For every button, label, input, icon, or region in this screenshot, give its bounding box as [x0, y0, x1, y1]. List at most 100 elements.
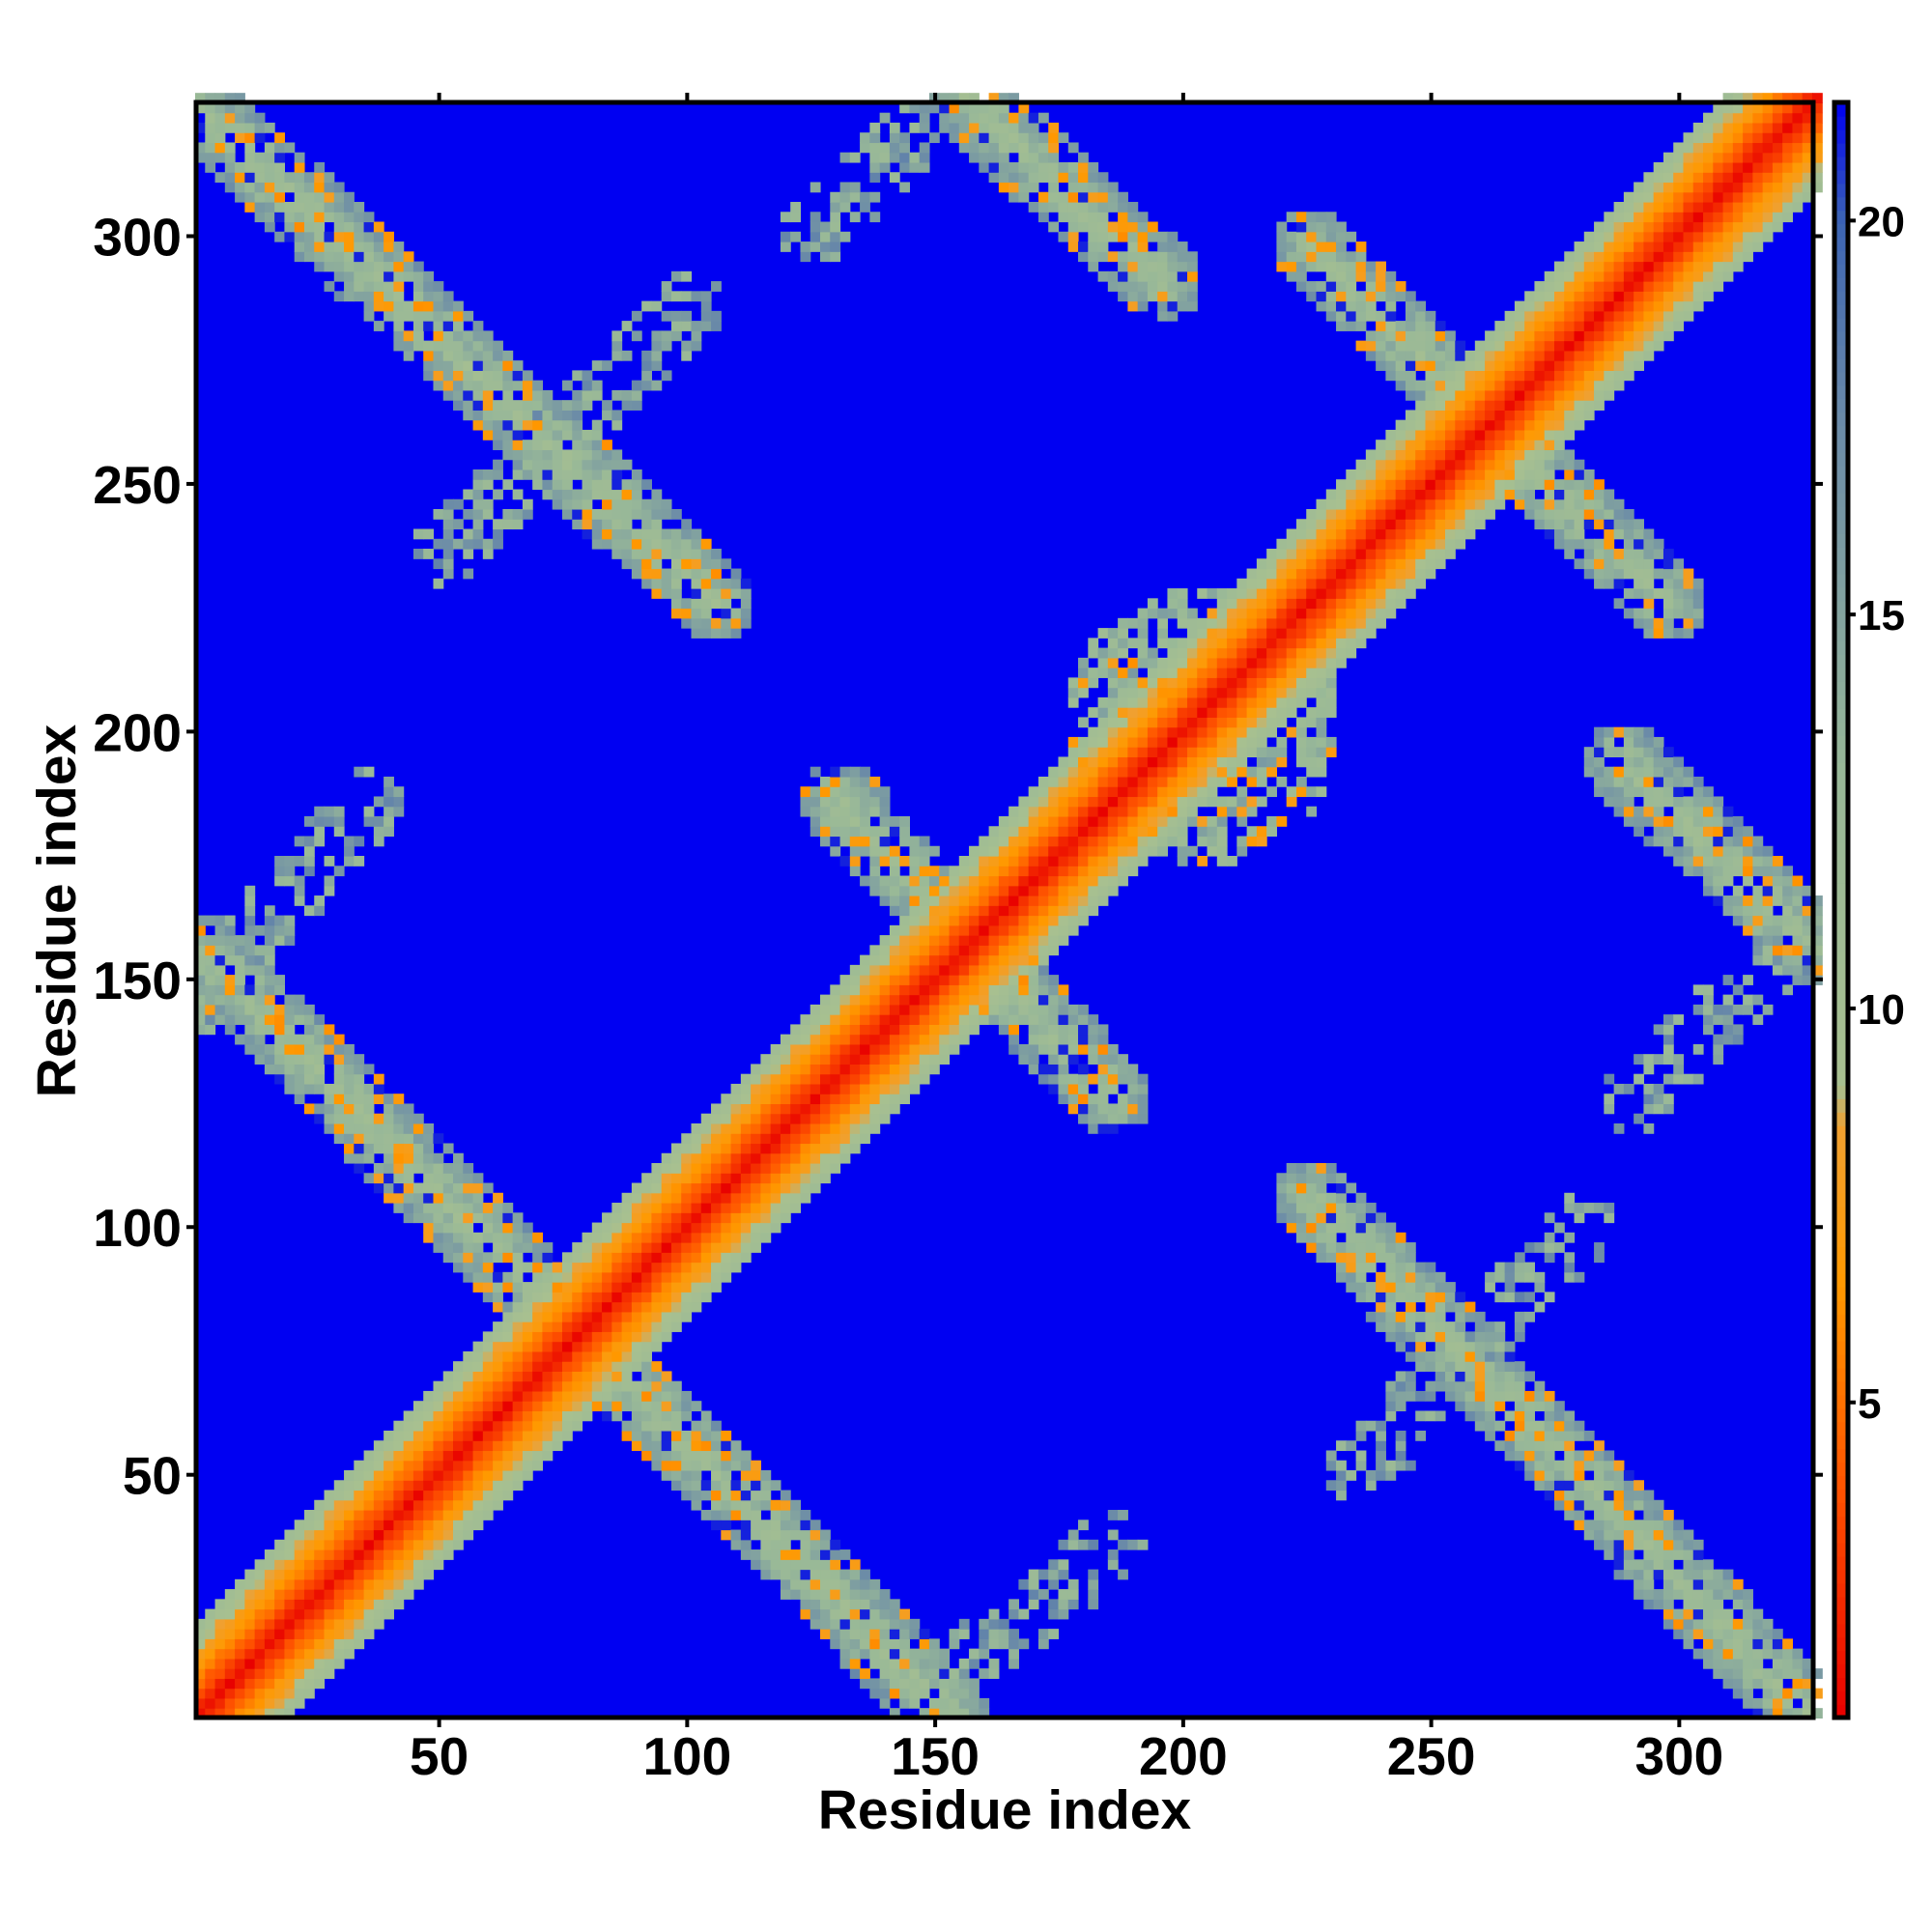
heatmap-cell: [264, 1629, 275, 1639]
heatmap-cell: [512, 1252, 524, 1264]
heatmap-cell: [522, 508, 533, 520]
heatmap-cell: [412, 1192, 424, 1204]
heatmap-cell: [760, 1094, 772, 1105]
heatmap-cell: [800, 1578, 811, 1590]
heatmap-cell: [1216, 657, 1228, 668]
heatmap-cell: [730, 617, 742, 629]
heatmap-cell: [1236, 588, 1248, 599]
heatmap-cell: [532, 1282, 544, 1293]
heatmap-cell: [572, 1350, 583, 1362]
heatmap-cell: [1058, 786, 1069, 798]
heatmap-cell: [1107, 845, 1119, 857]
heatmap-cell: [621, 489, 633, 500]
heatmap-cell: [1018, 994, 1030, 1006]
heatmap-cell: [532, 449, 544, 461]
heatmap-cell: [1355, 1282, 1367, 1293]
heatmap-cell: [621, 1212, 633, 1224]
heatmap-cell: [1186, 668, 1198, 678]
heatmap-cell: [631, 389, 642, 401]
heatmap-cell: [1186, 756, 1198, 768]
heatmap-cell: [869, 1034, 881, 1045]
heatmap-cell: [1336, 528, 1347, 540]
heatmap-cell: [1336, 310, 1347, 322]
heatmap-cell: [1316, 242, 1327, 252]
heatmap-cell: [423, 1222, 435, 1234]
heatmap-cell: [631, 1440, 642, 1452]
heatmap-cell: [949, 935, 960, 946]
heatmap-cell: [969, 845, 980, 857]
heatmap-cell: [1306, 528, 1318, 540]
heatmap-cell: [1435, 549, 1446, 559]
heatmap-cell: [1256, 707, 1267, 718]
heatmap-cell: [512, 1390, 524, 1402]
heatmap-cell: [899, 1697, 911, 1709]
heatmap-cell: [849, 866, 861, 877]
heatmap-cell: [1197, 776, 1208, 787]
heatmap-cell: [651, 558, 663, 570]
heatmap-cell: [1028, 984, 1039, 996]
heatmap-cell: [780, 1539, 791, 1550]
heatmap-cell: [1088, 638, 1099, 649]
heatmap-cell: [532, 419, 544, 431]
heatmap-cell: [384, 786, 394, 798]
heatmap-cell: [800, 1103, 811, 1115]
heatmap-cell: [1186, 291, 1198, 302]
heatmap-cell: [403, 1578, 414, 1590]
heatmap-cell: [958, 975, 970, 985]
heatmap-cell: [909, 924, 921, 936]
heatmap-cell: [860, 1133, 870, 1145]
heatmap-cell: [869, 161, 881, 173]
heatmap-cell: [839, 1589, 851, 1600]
heatmap-cell: [839, 1143, 851, 1154]
heatmap-cell: [1088, 1539, 1099, 1550]
heatmap-cell: [1325, 1242, 1337, 1253]
heatmap-cell: [849, 1043, 861, 1055]
heatmap-cell: [1177, 687, 1188, 698]
heatmap-cell: [244, 1697, 256, 1709]
heatmap-cell: [651, 1440, 663, 1452]
heatmap-cell: [869, 786, 881, 798]
heatmap-cell: [1455, 1321, 1466, 1332]
heatmap-cell: [433, 310, 444, 322]
heatmap-cell: [899, 945, 911, 956]
heatmap-cell: [621, 1262, 633, 1273]
heatmap-cell: [482, 360, 494, 371]
heatmap-cell: [1236, 786, 1248, 798]
heatmap-cell: [889, 1629, 900, 1639]
heatmap-cell: [988, 866, 1000, 877]
heatmap-cell: [621, 389, 633, 401]
heatmap-cell: [1127, 221, 1139, 233]
heatmap-cell: [810, 1043, 821, 1055]
heatmap-cell: [670, 1301, 682, 1313]
heatmap-cell: [1266, 687, 1277, 698]
heatmap-cell: [879, 1073, 891, 1085]
heatmap-cell: [1325, 707, 1337, 718]
heatmap-cell: [909, 1678, 921, 1690]
heatmap-cell: [552, 459, 563, 470]
heatmap-cell: [730, 1480, 742, 1492]
heatmap-cell: [730, 1529, 742, 1541]
heatmap-cell: [681, 1450, 693, 1462]
heatmap-cell: [324, 815, 335, 827]
heatmap-cell: [949, 132, 960, 144]
heatmap-cell: [830, 191, 841, 203]
heatmap-cell: [1346, 608, 1357, 619]
heatmap-cell: [1216, 836, 1228, 847]
heatmap-cell: [472, 519, 484, 530]
heatmap-cell: [1197, 657, 1208, 668]
heatmap-cell: [711, 1499, 722, 1511]
heatmap-cell: [661, 330, 672, 342]
heatmap-cell: [820, 231, 831, 242]
heatmap-cell: [1207, 747, 1218, 758]
heatmap-cell: [333, 1648, 345, 1660]
heatmap-cell: [860, 766, 870, 778]
heatmap-cell: [681, 1410, 693, 1422]
heatmap-cell: [1395, 538, 1406, 550]
heatmap-cell: [1107, 647, 1119, 659]
heatmap-cell: [670, 1450, 682, 1462]
heatmap-cell: [1058, 1539, 1069, 1550]
heatmap-cell: [860, 806, 870, 817]
heatmap-cell: [235, 954, 245, 966]
heatmap-cell: [1216, 806, 1228, 817]
heatmap-cell: [1097, 806, 1109, 817]
